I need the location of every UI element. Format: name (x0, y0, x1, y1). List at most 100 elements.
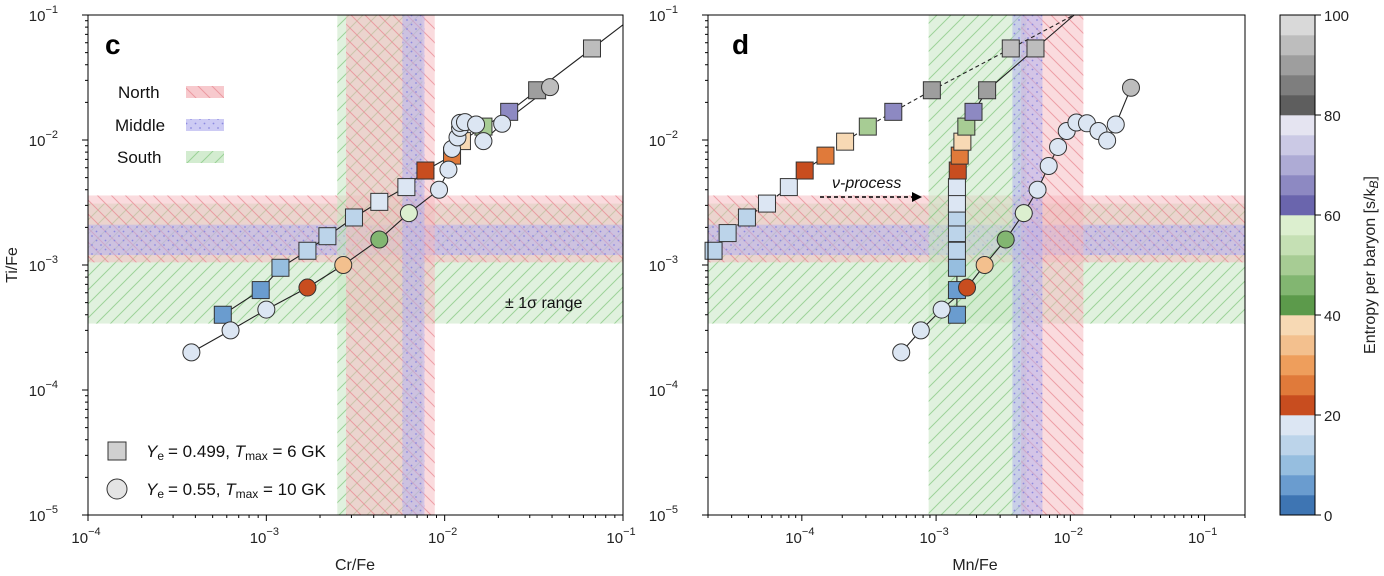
x-tick-label: 10−1 (606, 526, 635, 547)
colorbar-cell (1280, 175, 1315, 196)
square-point (757, 194, 776, 213)
colorbar-cell (1280, 35, 1315, 56)
colorbar-cell (1280, 75, 1315, 96)
square-point (582, 39, 601, 58)
y-axis-label: Ti/Fe (4, 247, 21, 283)
circle-point (221, 321, 240, 340)
colorbar-tick-label: 60 (1324, 208, 1341, 225)
model-points (182, 39, 601, 362)
colorbar-cell (1280, 295, 1315, 316)
square-point (1026, 39, 1045, 58)
square-point (271, 258, 290, 277)
circle-point (1039, 156, 1058, 175)
colorbar-cell (1280, 355, 1315, 376)
circle-point (334, 256, 353, 274)
circle-point (182, 343, 201, 362)
nu-process-annotation: ν-process (832, 175, 901, 192)
vband-pattern-middle (1012, 15, 1043, 515)
square-point (251, 281, 270, 300)
colorbar-cell (1280, 15, 1315, 36)
entropy-colorbar: 0 20 40 60 80 100 Entropy per baryon [s/kB] (1279, 8, 1381, 525)
model-points (704, 39, 1140, 362)
colorbar-cell (1280, 435, 1315, 456)
x-tick-label: 10−4 (785, 526, 814, 547)
legend-circle-text: Ye = 0.55, Tmax = 10 GK (146, 480, 327, 501)
legend-middle-label: Middle (115, 116, 165, 135)
square-point (947, 305, 966, 324)
colorbar-tick-label: 80 (1324, 108, 1341, 125)
x-tick-label: 10−2 (428, 526, 457, 547)
square-point (718, 224, 737, 243)
colorbar-cell (1280, 495, 1315, 516)
sigma-range-annotation: ± 1σ range (505, 295, 582, 312)
circle-point (996, 230, 1015, 249)
legend-square-text: Ye = 0.499, Tmax = 6 GK (146, 442, 327, 463)
colorbar-tick-label: 0 (1324, 508, 1332, 525)
panel-d: 10−4 10−3 10−2 10−1 10−5 10−4 10−3 10−2 10−1 d ν… (649, 4, 1246, 574)
circle-point (1106, 115, 1125, 134)
circle-point (298, 278, 317, 297)
y-tick-label: 10−3 (29, 254, 58, 275)
colorbar-cell (1280, 275, 1315, 296)
square-point (779, 178, 798, 197)
colorbar-cell (1280, 475, 1315, 496)
colorbar-cell (1280, 315, 1315, 336)
square-point (737, 208, 756, 227)
circle-point (370, 230, 389, 249)
colorbar-cells (1280, 15, 1315, 516)
colorbar-tick-label: 40 (1324, 308, 1341, 325)
legend-square-marker (107, 441, 127, 461)
y-tick-label: 10−2 (29, 129, 58, 150)
square-point (836, 132, 855, 151)
circle-point (1121, 78, 1140, 97)
colorbar-ticks: 0 20 40 60 80 100 (1315, 8, 1349, 525)
x-tick-label: 10−4 (71, 526, 100, 547)
y-tick-label: 10−1 (649, 4, 678, 25)
panel-letter: c (105, 29, 121, 60)
panel-c: 10−4 10−3 10−2 10−1 10−5 10−4 10−3 10−2 10−1 c N… (4, 4, 636, 574)
colorbar-cell (1280, 395, 1315, 416)
legend-south-hatch (186, 151, 224, 163)
circle-point (257, 300, 276, 319)
y-tick-label: 10−1 (29, 4, 58, 25)
colorbar-label: Entropy per baryon [s/kB] (1362, 176, 1381, 354)
y-tick-label: 10−5 (649, 504, 678, 525)
circle-point (892, 343, 911, 362)
square-point (1001, 39, 1020, 58)
colorbar-tick-label: 100 (1324, 8, 1349, 25)
nu-process-arrowhead (912, 192, 922, 202)
square-point (978, 81, 997, 100)
colorbar-cell (1280, 255, 1315, 276)
axis-ticks: 10−4 10−3 10−2 10−1 10−5 10−4 10−3 10−2 10−1 (29, 4, 636, 547)
series-line (222, 24, 623, 316)
square-point (858, 117, 877, 136)
square-point (947, 241, 966, 260)
square-point (213, 305, 232, 324)
square-point (953, 132, 972, 151)
square-point (884, 102, 903, 121)
y-tick-label: 10−5 (29, 504, 58, 525)
colorbar-cell (1280, 115, 1315, 136)
circle-point (467, 115, 486, 134)
circle-point (1049, 137, 1068, 156)
square-point (922, 81, 941, 100)
circle-point (1028, 180, 1047, 199)
y-tick-label: 10−3 (649, 254, 678, 275)
marker-legend: Ye = 0.499, Tmax = 6 GK Ye = 0.55, Tmax = … (106, 441, 327, 501)
square-point (298, 241, 317, 260)
legend-south-label: South (117, 148, 161, 167)
y-tick-label: 10−4 (29, 379, 58, 400)
x-axis-label: Cr/Fe (335, 557, 375, 574)
square-point (416, 161, 435, 180)
square-point (344, 208, 363, 227)
colorbar-tick-label: 20 (1324, 408, 1341, 425)
square-point (795, 161, 814, 180)
x-axis-label: Mn/Fe (952, 557, 997, 574)
legend-middle-dots (186, 119, 224, 131)
x-tick-label: 10−3 (250, 526, 279, 547)
square-point (704, 241, 723, 260)
colorbar-cell (1280, 335, 1315, 356)
colorbar-cell (1280, 55, 1315, 76)
circle-point (541, 78, 560, 97)
circle-point (1098, 131, 1117, 150)
